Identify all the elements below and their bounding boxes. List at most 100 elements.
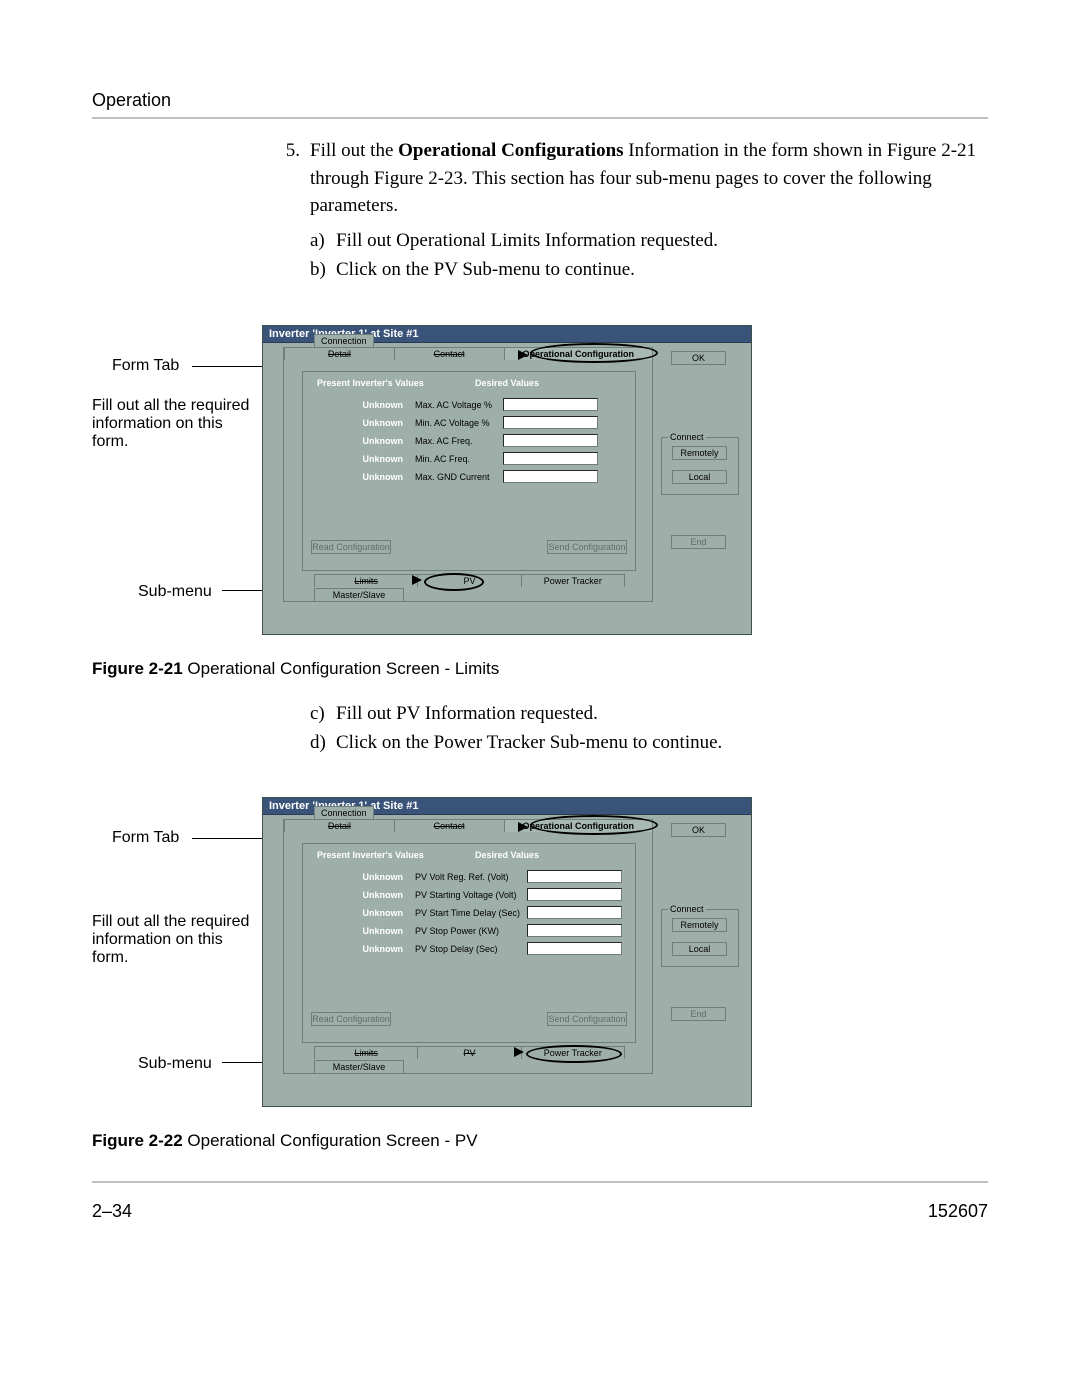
end-button-2[interactable]: End xyxy=(671,1007,726,1021)
figure-2-22-caption-bold: Figure 2-22 xyxy=(92,1131,183,1150)
step-text-a: Fill out the xyxy=(310,140,398,161)
subtab-power-tracker-2[interactable]: Power Tracker xyxy=(521,1046,625,1059)
substep-b-text: Click on the PV Sub-menu to continue. xyxy=(336,255,988,284)
param-pv-volt-reg: PV Volt Reg. Ref. (Volt) xyxy=(415,872,509,882)
inner-panel-2: Present Inverter's Values Desired Values… xyxy=(302,843,636,1043)
local-button-2[interactable]: Local xyxy=(672,942,727,956)
tab-detail-2[interactable]: Detail xyxy=(284,819,395,832)
step-number: 5. xyxy=(272,137,300,220)
local-button[interactable]: Local xyxy=(672,470,727,484)
substep-d-label: d) xyxy=(310,728,336,757)
doc-number: 152607 xyxy=(928,1201,988,1222)
read-config-button[interactable]: Read Configuration xyxy=(311,540,391,554)
tab-connection[interactable]: Connection xyxy=(314,334,374,347)
col-header-present: Present Inverter's Values xyxy=(317,378,424,388)
remotely-button[interactable]: Remotely xyxy=(672,446,727,460)
ok-button[interactable]: OK xyxy=(671,351,726,365)
callout-formtab-2: Form Tab xyxy=(112,829,179,847)
tab-opconf-2[interactable]: Operational Configuration xyxy=(504,819,653,832)
connect-group-label-2: Connect xyxy=(668,904,706,914)
tab-contact[interactable]: Contact xyxy=(394,347,505,360)
substep-c-text: Fill out PV Information requested. xyxy=(336,699,988,728)
subtab-pv-2[interactable]: PV xyxy=(417,1046,521,1059)
figure-2-22-caption-text: Operational Configuration Screen - PV xyxy=(183,1131,478,1150)
param-min-ac-freq: Min. AC Freq. xyxy=(415,454,470,464)
page-footer: 2–34 152607 xyxy=(92,1201,988,1222)
send-config-button-2[interactable]: Send Configuration xyxy=(547,1012,627,1026)
input-min-ac-voltage[interactable] xyxy=(503,416,598,429)
tab-opconf[interactable]: Operational Configuration xyxy=(504,347,653,360)
step-text: Fill out the Operational Configurations … xyxy=(310,137,988,220)
input-pv-start-time-delay[interactable] xyxy=(527,906,622,919)
val-unknown-4: Unknown xyxy=(343,454,403,464)
ok-button-2[interactable]: OK xyxy=(671,823,726,837)
param-pv-start-time-delay: PV Start Time Delay (Sec) xyxy=(415,908,520,918)
subtab-master-slave-2[interactable]: Master/Slave xyxy=(314,1060,404,1073)
figure-2-21-caption: Figure 2-21 Operational Configuration Sc… xyxy=(92,659,988,679)
val-unknown-2-5: Unknown xyxy=(343,944,403,954)
send-config-button[interactable]: Send Configuration xyxy=(547,540,627,554)
dialog-limits: Inverter 'Inverter 1' at Site #1 Connect… xyxy=(262,325,752,635)
input-pv-stop-power[interactable] xyxy=(527,924,622,937)
callout-submenu: Sub-menu xyxy=(138,583,212,601)
val-unknown-1: Unknown xyxy=(343,400,403,410)
subtab-pv[interactable]: PV xyxy=(417,574,521,587)
val-unknown-2-3: Unknown xyxy=(343,908,403,918)
tab-detail[interactable]: Detail xyxy=(284,347,395,360)
val-unknown-3: Unknown xyxy=(343,436,403,446)
callout-formtab: Form Tab xyxy=(112,357,179,375)
callout-fillout-2: Fill out all the required information on… xyxy=(92,913,262,967)
substep-d-text: Click on the Power Tracker Sub-menu to c… xyxy=(336,728,988,757)
substep-a: a) Fill out Operational Limits Informati… xyxy=(310,226,988,255)
figure-2-22: Form Tab Fill out all the required infor… xyxy=(92,797,988,1117)
substep-a-text: Fill out Operational Limits Information … xyxy=(336,226,988,255)
val-unknown-2-4: Unknown xyxy=(343,926,403,936)
param-pv-stop-delay: PV Stop Delay (Sec) xyxy=(415,944,498,954)
subtab-limits[interactable]: Limits xyxy=(314,574,418,587)
bottom-rule xyxy=(92,1181,988,1183)
val-unknown-5: Unknown xyxy=(343,472,403,482)
input-max-ac-freq[interactable] xyxy=(503,434,598,447)
input-pv-starting-voltage[interactable] xyxy=(527,888,622,901)
substep-a-label: a) xyxy=(310,226,336,255)
param-min-ac-voltage: Min. AC Voltage % xyxy=(415,418,490,428)
param-pv-stop-power: PV Stop Power (KW) xyxy=(415,926,499,936)
input-pv-stop-delay[interactable] xyxy=(527,942,622,955)
param-max-gnd-current: Max. GND Current xyxy=(415,472,490,482)
input-max-ac-voltage[interactable] xyxy=(503,398,598,411)
top-rule xyxy=(92,117,988,119)
figure-2-21-caption-text: Operational Configuration Screen - Limit… xyxy=(183,659,500,678)
col-header-desired: Desired Values xyxy=(475,378,539,388)
subtab-power-tracker[interactable]: Power Tracker xyxy=(521,574,625,587)
read-config-button-2[interactable]: Read Configuration xyxy=(311,1012,391,1026)
input-max-gnd-current[interactable] xyxy=(503,470,598,483)
input-pv-volt-reg[interactable] xyxy=(527,870,622,883)
substep-c-label: c) xyxy=(310,699,336,728)
col-header-desired-2: Desired Values xyxy=(475,850,539,860)
outer-tab-group: Connection Detail Contact Operational Co… xyxy=(283,347,653,602)
figure-2-21: Form Tab Fill out all the required infor… xyxy=(92,325,988,645)
param-max-ac-freq: Max. AC Freq. xyxy=(415,436,473,446)
val-unknown-2-2: Unknown xyxy=(343,890,403,900)
substep-c: c) Fill out PV Information requested. xyxy=(310,699,988,728)
val-unknown-2: Unknown xyxy=(343,418,403,428)
figure-2-22-caption: Figure 2-22 Operational Configuration Sc… xyxy=(92,1131,988,1151)
step-text-bold: Operational Configurations xyxy=(398,140,623,161)
tab-connection-2[interactable]: Connection xyxy=(314,806,374,819)
subtab-master-slave[interactable]: Master/Slave xyxy=(314,588,404,601)
dialog-pv: Inverter 'Inverter 1' at Site #1 Connect… xyxy=(262,797,752,1107)
input-min-ac-freq[interactable] xyxy=(503,452,598,465)
figure-2-21-caption-bold: Figure 2-21 xyxy=(92,659,183,678)
remotely-button-2[interactable]: Remotely xyxy=(672,918,727,932)
tab-contact-2[interactable]: Contact xyxy=(394,819,505,832)
end-button[interactable]: End xyxy=(671,535,726,549)
substep-b-label: b) xyxy=(310,255,336,284)
col-header-present-2: Present Inverter's Values xyxy=(317,850,424,860)
outer-tab-group-2: Connection Detail Contact Operational Co… xyxy=(283,819,653,1074)
subtab-limits-2[interactable]: Limits xyxy=(314,1046,418,1059)
callout-submenu-2: Sub-menu xyxy=(138,1055,212,1073)
inner-panel: Present Inverter's Values Desired Values… xyxy=(302,371,636,571)
param-max-ac-voltage: Max. AC Voltage % xyxy=(415,400,492,410)
param-pv-starting-voltage: PV Starting Voltage (Volt) xyxy=(415,890,517,900)
body-indent: 5. Fill out the Operational Configuratio… xyxy=(272,137,988,285)
